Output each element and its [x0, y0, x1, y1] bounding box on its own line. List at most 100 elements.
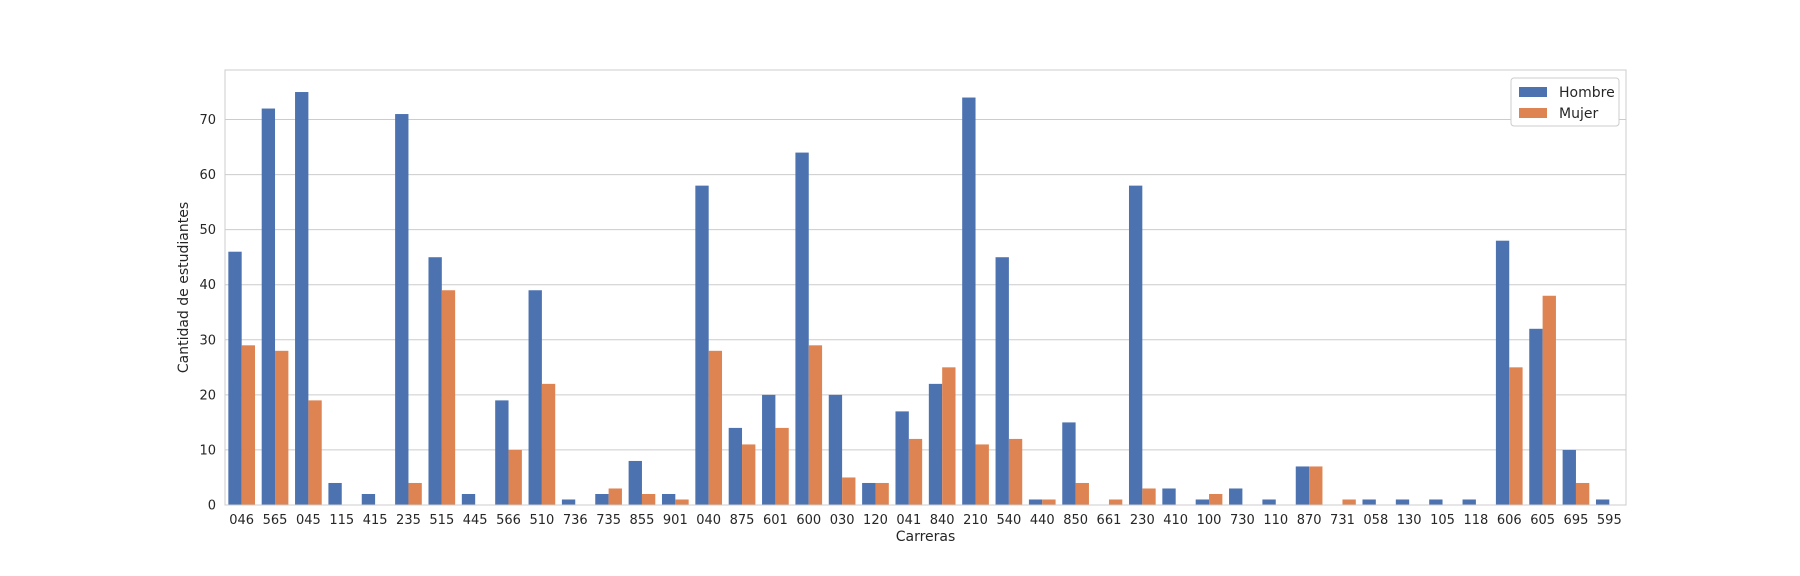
x-tick-label: 510 — [529, 513, 554, 528]
bar-hombre-566 — [495, 400, 509, 505]
x-tick-label: 440 — [1030, 513, 1055, 528]
x-tick-label: 901 — [663, 513, 688, 528]
bars — [228, 92, 1610, 506]
bar-mujer-875 — [742, 444, 756, 505]
x-tick-label: 120 — [863, 513, 888, 528]
x-tick-label: 030 — [830, 513, 855, 528]
bar-hombre-870 — [1295, 466, 1310, 505]
x-tick-label: 100 — [1197, 513, 1222, 528]
y-tick-label: 70 — [199, 113, 216, 128]
bar-mujer-850 — [1075, 482, 1089, 505]
x-tick-label: 540 — [996, 513, 1021, 528]
x-tick-label: 600 — [796, 513, 821, 528]
x-tick-label: 105 — [1430, 513, 1455, 528]
bar-mujer-731 — [1342, 499, 1356, 505]
bar-hombre-130 — [1395, 499, 1410, 505]
bar-hombre-600 — [795, 152, 809, 505]
x-tick-label: 130 — [1397, 513, 1422, 528]
x-tick-label: 110 — [1263, 513, 1288, 528]
bar-hombre-040 — [695, 185, 709, 505]
bar-mujer-566 — [508, 449, 522, 505]
bar-hombre-115 — [328, 482, 342, 505]
bar-mujer-040 — [708, 350, 723, 505]
bar-hombre-415 — [361, 493, 376, 505]
bar-hombre-110 — [1262, 499, 1276, 505]
bar-mujer-606 — [1509, 367, 1523, 505]
bar-hombre-730 — [1229, 488, 1243, 505]
y-axis-label: Cantidad de estudiantes — [176, 202, 192, 373]
x-tick-label: 040 — [696, 513, 721, 528]
legend-label-mujer: Mujer — [1559, 106, 1598, 122]
bar-hombre-540 — [995, 257, 1009, 505]
x-tick-label: 210 — [963, 513, 988, 528]
bar-hombre-230 — [1128, 185, 1143, 505]
x-tick-label: 736 — [563, 513, 588, 528]
bar-hombre-100 — [1195, 499, 1210, 505]
bar-hombre-046 — [228, 251, 242, 505]
x-tick-label: 118 — [1463, 513, 1488, 528]
x-axis-ticks: 046 565 045 115 415 235 515 445 566 510 736 735 855 9… — [229, 513, 1621, 528]
x-tick-label: 410 — [1163, 513, 1188, 528]
x-tick-label: 565 — [263, 513, 288, 528]
bar-mujer-661 — [1108, 499, 1123, 505]
bar-hombre-735 — [595, 493, 609, 505]
x-tick-label: 415 — [363, 513, 388, 528]
bar-mujer-735 — [608, 488, 622, 505]
x-tick-label: 115 — [329, 513, 354, 528]
x-tick-label: 730 — [1230, 513, 1255, 528]
bar-hombre-120 — [862, 482, 876, 505]
bar-mujer-120 — [875, 482, 889, 505]
x-tick-label: 695 — [1564, 513, 1589, 528]
bar-hombre-210 — [962, 97, 976, 505]
bar-mujer-840 — [942, 367, 956, 505]
x-tick-label: 058 — [1363, 513, 1388, 528]
legend-label-hombre: Hombre — [1559, 85, 1615, 101]
bar-hombre-030 — [828, 394, 843, 505]
y-tick-label: 20 — [199, 388, 216, 403]
legend-swatch-hombre — [1519, 87, 1547, 97]
bar-mujer-045 — [308, 400, 322, 505]
x-tick-label: 595 — [1597, 513, 1622, 528]
bar-hombre-510 — [528, 290, 542, 505]
x-tick-label: 515 — [429, 513, 454, 528]
bar-hombre-410 — [1162, 488, 1176, 505]
bar-mujer-540 — [1008, 438, 1023, 505]
x-tick-label: 445 — [463, 513, 488, 528]
bar-mujer-100 — [1209, 493, 1223, 505]
bar-hombre-850 — [1062, 422, 1076, 505]
bar-mujer-601 — [775, 427, 789, 505]
x-tick-label: 735 — [596, 513, 621, 528]
y-tick-label: 60 — [199, 168, 216, 183]
bar-hombre-058 — [1362, 499, 1376, 505]
plot-area — [225, 70, 1626, 505]
x-tick-label: 840 — [930, 513, 955, 528]
bar-hombre-445 — [461, 493, 476, 505]
x-tick-label: 045 — [296, 513, 321, 528]
x-tick-label: 850 — [1063, 513, 1088, 528]
bar-mujer-515 — [441, 290, 456, 505]
bar-hombre-855 — [628, 460, 642, 505]
bar-mujer-046 — [241, 345, 256, 505]
bar-hombre-235 — [395, 114, 409, 506]
bar-hombre-901 — [661, 493, 676, 505]
x-tick-label: 875 — [730, 513, 755, 528]
x-tick-label: 606 — [1497, 513, 1522, 528]
y-tick-label: 50 — [199, 223, 216, 238]
x-tick-label: 566 — [496, 513, 521, 528]
bar-hombre-606 — [1495, 240, 1510, 505]
x-tick-label: 661 — [1097, 513, 1122, 528]
legend: Hombre Mujer — [1510, 77, 1620, 127]
bar-mujer-901 — [675, 499, 689, 505]
bar-hombre-440 — [1028, 499, 1043, 505]
bar-hombre-875 — [728, 427, 743, 505]
bar-mujer-510 — [541, 383, 556, 505]
bar-hombre-601 — [762, 394, 776, 505]
y-axis-ticks: 0 10 20 30 40 50 60 70 — [199, 113, 216, 513]
x-tick-label: 230 — [1130, 513, 1155, 528]
bar-mujer-235 — [408, 482, 422, 505]
bar-mujer-210 — [975, 444, 989, 505]
x-tick-label: 601 — [763, 513, 788, 528]
bar-hombre-105 — [1429, 499, 1443, 505]
bar-hombre-118 — [1462, 499, 1476, 505]
